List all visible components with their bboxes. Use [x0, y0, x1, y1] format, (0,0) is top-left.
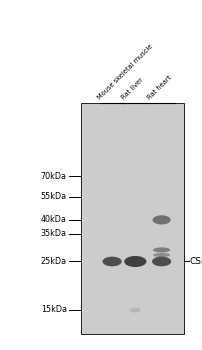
Bar — [81, 103, 184, 334]
Ellipse shape — [152, 257, 171, 266]
Ellipse shape — [153, 215, 171, 225]
Text: Mouse skeletal muscle: Mouse skeletal muscle — [97, 43, 154, 100]
Text: 40kDa: 40kDa — [41, 215, 67, 224]
Text: 35kDa: 35kDa — [41, 229, 67, 238]
Text: 15kDa: 15kDa — [41, 306, 67, 315]
Text: 55kDa: 55kDa — [41, 192, 67, 201]
Ellipse shape — [103, 257, 122, 266]
Ellipse shape — [153, 253, 170, 257]
Ellipse shape — [153, 247, 170, 252]
Text: Rat liver: Rat liver — [120, 77, 144, 100]
Text: CSRP3: CSRP3 — [190, 257, 202, 266]
Text: 70kDa: 70kDa — [41, 172, 67, 181]
Text: Rat heart: Rat heart — [146, 74, 173, 100]
Ellipse shape — [124, 256, 146, 267]
Text: 25kDa: 25kDa — [41, 257, 67, 266]
Ellipse shape — [130, 307, 141, 313]
